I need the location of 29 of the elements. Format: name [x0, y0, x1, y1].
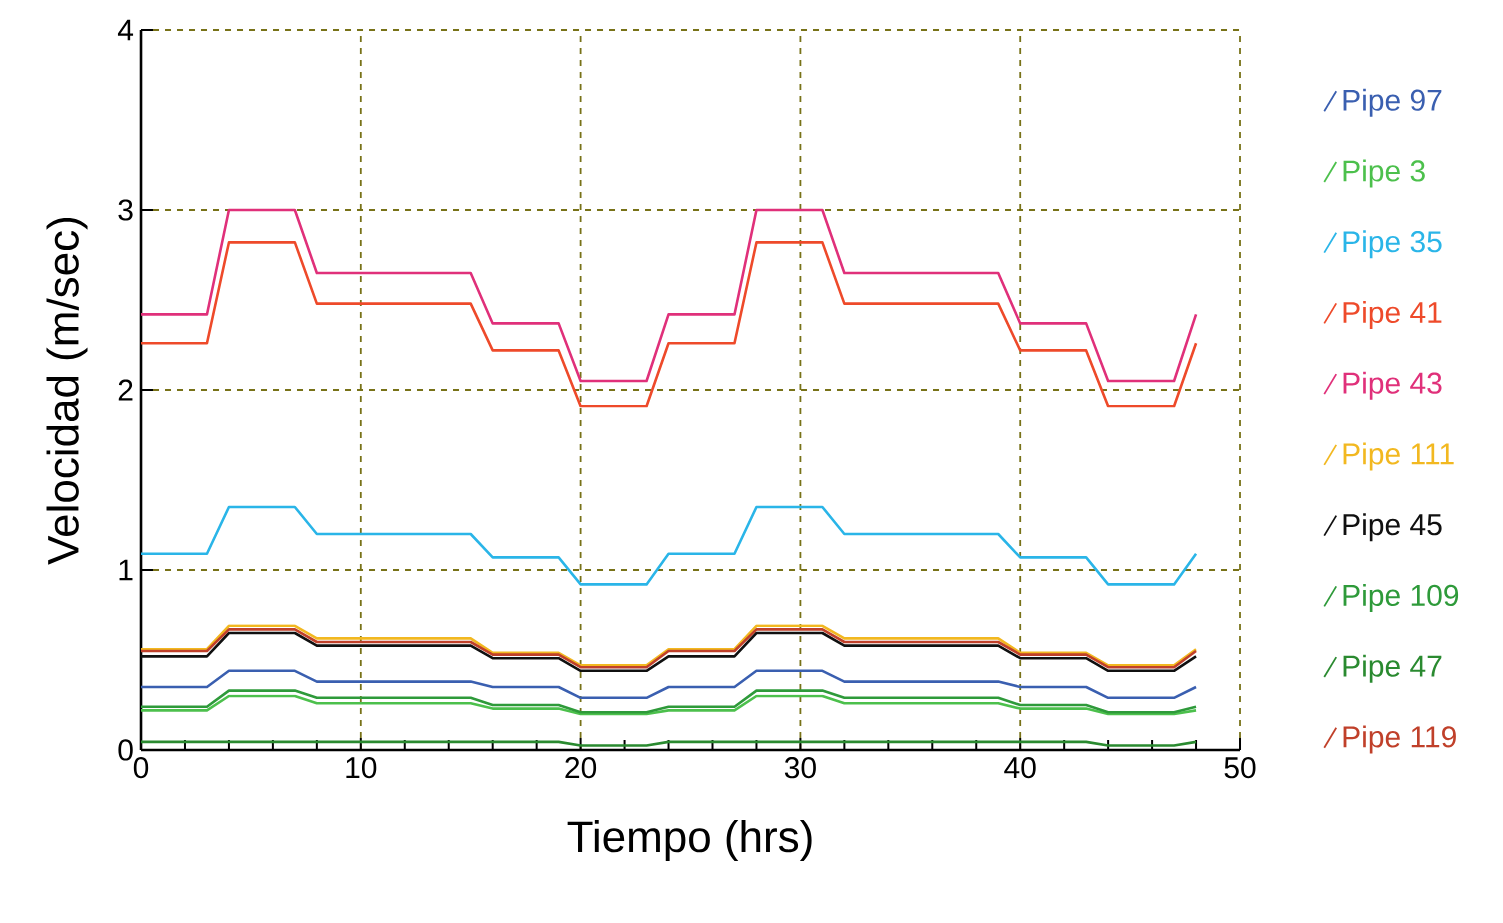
legend-label: Pipe 111 — [1343, 442, 1454, 471]
x-tick-label: 50 — [1224, 757, 1256, 779]
x-tick-label: 40 — [1004, 757, 1036, 779]
x-tick-label: 0 — [133, 757, 149, 779]
line-series — [141, 694, 1198, 716]
legend-label: Pipe 43 — [1343, 371, 1442, 400]
y-axis-title: Velocidad (m/sec) — [46, 217, 88, 565]
legend-label: Pipe 45 — [1343, 513, 1442, 542]
x-tick-label: 30 — [784, 757, 816, 779]
line-series — [141, 505, 1198, 586]
line-series — [141, 669, 1198, 700]
x-tick-label: 10 — [346, 757, 377, 779]
line-series — [141, 241, 1198, 408]
y-tick-label: 0 — [118, 739, 133, 761]
legend-label: Pipe 3 — [1343, 159, 1425, 188]
legend-label: Pipe 35 — [1343, 230, 1442, 259]
line-series — [141, 208, 1198, 383]
legend-label: Pipe 119 — [1343, 725, 1456, 754]
y-tick-label: 3 — [118, 199, 133, 221]
y-tick-label: 2 — [118, 379, 133, 401]
x-tick-label: 20 — [565, 757, 597, 779]
legend-label: Pipe 41 — [1343, 301, 1442, 329]
legend-label: Pipe 97 — [1343, 88, 1442, 117]
legend-label: Pipe 109 — [1343, 583, 1459, 612]
line-series — [141, 689, 1198, 714]
y-tick-label: 1 — [119, 559, 133, 581]
legend-label: Pipe 47 — [1343, 654, 1442, 683]
x-axis-title: Tiempo (hrs) — [567, 820, 812, 862]
y-tick-label: 4 — [117, 19, 134, 41]
